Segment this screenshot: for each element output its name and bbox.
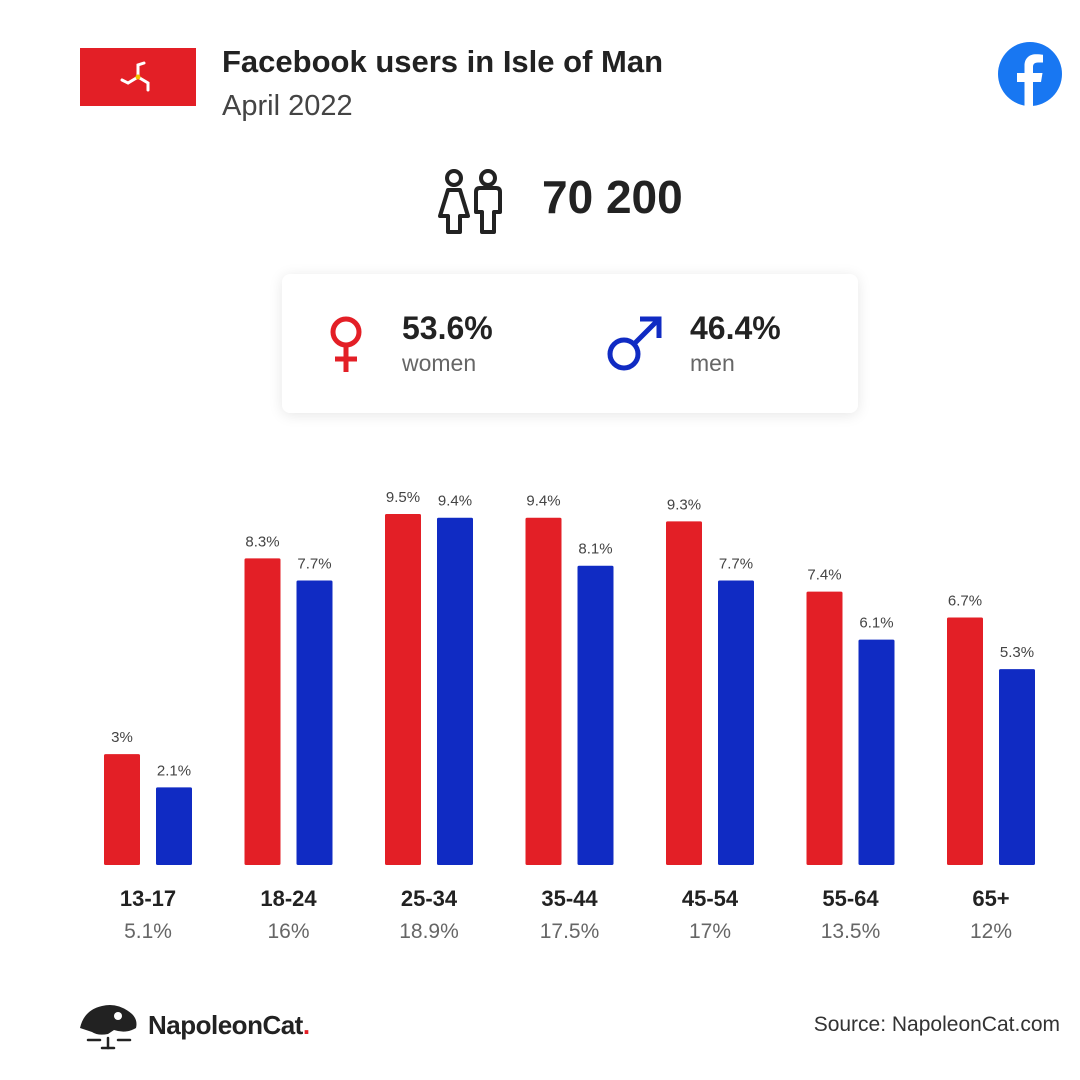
women-percentage: 53.6% <box>402 310 493 346</box>
bar-value-label-women-45-54: 9.3% <box>667 496 701 513</box>
bar-value-label-women-65+: 6.7% <box>948 592 982 609</box>
gender-split-card: 53.6% women 46.4% men <box>282 274 858 413</box>
bar-men-45-54 <box>718 580 754 865</box>
age-group-total-13-17: 5.1% <box>124 920 172 943</box>
bar-men-18-24 <box>296 580 333 865</box>
people-icon <box>438 169 502 234</box>
men-label: men <box>690 350 735 376</box>
bar-women-55-64 <box>806 591 843 865</box>
age-group-label-65+: 65+ <box>972 886 1009 911</box>
age-group-label-18-24: 18-24 <box>260 886 317 911</box>
age-group-total-25-34: 18.9% <box>399 920 459 943</box>
female-symbol-icon <box>330 316 362 372</box>
napoleoncat-logo-icon <box>80 1005 137 1050</box>
bar-women-25-34 <box>385 514 421 865</box>
page-title: Facebook users in Isle of Man <box>222 44 664 79</box>
bar-women-35-44 <box>525 517 562 865</box>
bar-men-55-64 <box>858 639 895 865</box>
brand-dot: . <box>302 1010 310 1040</box>
age-group-total-45-54: 17% <box>689 920 731 943</box>
footer-brand: NapoleonCat. <box>148 1010 310 1041</box>
bar-men-35-44 <box>577 565 614 865</box>
source-credit: Source: NapoleonCat.com <box>813 1013 1060 1036</box>
men-percentage: 46.4% <box>690 310 781 346</box>
bar-value-label-women-25-34: 9.5% <box>386 489 420 506</box>
age-group-total-35-44: 17.5% <box>540 920 600 943</box>
bar-value-label-women-18-24: 8.3% <box>245 533 279 550</box>
bar-value-label-men-18-24: 7.7% <box>297 556 331 573</box>
age-group-label-25-34: 25-34 <box>401 886 458 911</box>
bar-value-label-men-55-64: 6.1% <box>859 615 893 632</box>
bar-men-13-17 <box>156 787 192 865</box>
age-group-label-35-44: 35-44 <box>541 886 598 911</box>
age-group-label-45-54: 45-54 <box>682 886 739 911</box>
bar-value-label-women-55-64: 7.4% <box>807 567 841 584</box>
brand-name: NapoleonCat <box>148 1010 303 1040</box>
age-group-total-55-64: 13.5% <box>821 920 881 943</box>
age-group-label-13-17: 13-17 <box>120 886 176 911</box>
bar-value-label-men-35-44: 8.1% <box>578 541 612 558</box>
isle-of-man-flag <box>80 48 196 106</box>
male-symbol-icon <box>607 316 662 371</box>
bar-value-label-men-45-54: 7.7% <box>719 556 753 573</box>
bar-men-25-34 <box>437 517 473 865</box>
bar-women-13-17 <box>104 754 140 865</box>
women-label: women <box>402 350 477 376</box>
age-group-total-18-24: 16% <box>267 920 309 943</box>
bar-women-18-24 <box>244 558 281 865</box>
facebook-logo-icon <box>998 42 1062 106</box>
bar-value-label-men-13-17: 2.1% <box>157 762 191 779</box>
bar-value-label-men-25-34: 9.4% <box>438 493 472 510</box>
page-subtitle: April 2022 <box>222 90 353 122</box>
age-group-label-55-64: 55-64 <box>822 886 879 911</box>
bar-value-label-men-65+: 5.3% <box>1000 644 1034 661</box>
age-group-total-65+: 12% <box>970 920 1012 943</box>
age-gender-bar-chart: 3% 2.1% 13-17 5.1% 8.3% 7.7% 18-24 16% 9.5% 9.4% 2… <box>104 489 1035 943</box>
bar-women-65+ <box>947 617 983 865</box>
bar-value-label-women-35-44: 9.4% <box>526 493 560 510</box>
bar-women-45-54 <box>666 521 702 865</box>
total-users: 70 200 <box>542 171 683 223</box>
bar-value-label-women-13-17: 3% <box>111 729 133 746</box>
bar-men-65+ <box>999 669 1035 865</box>
